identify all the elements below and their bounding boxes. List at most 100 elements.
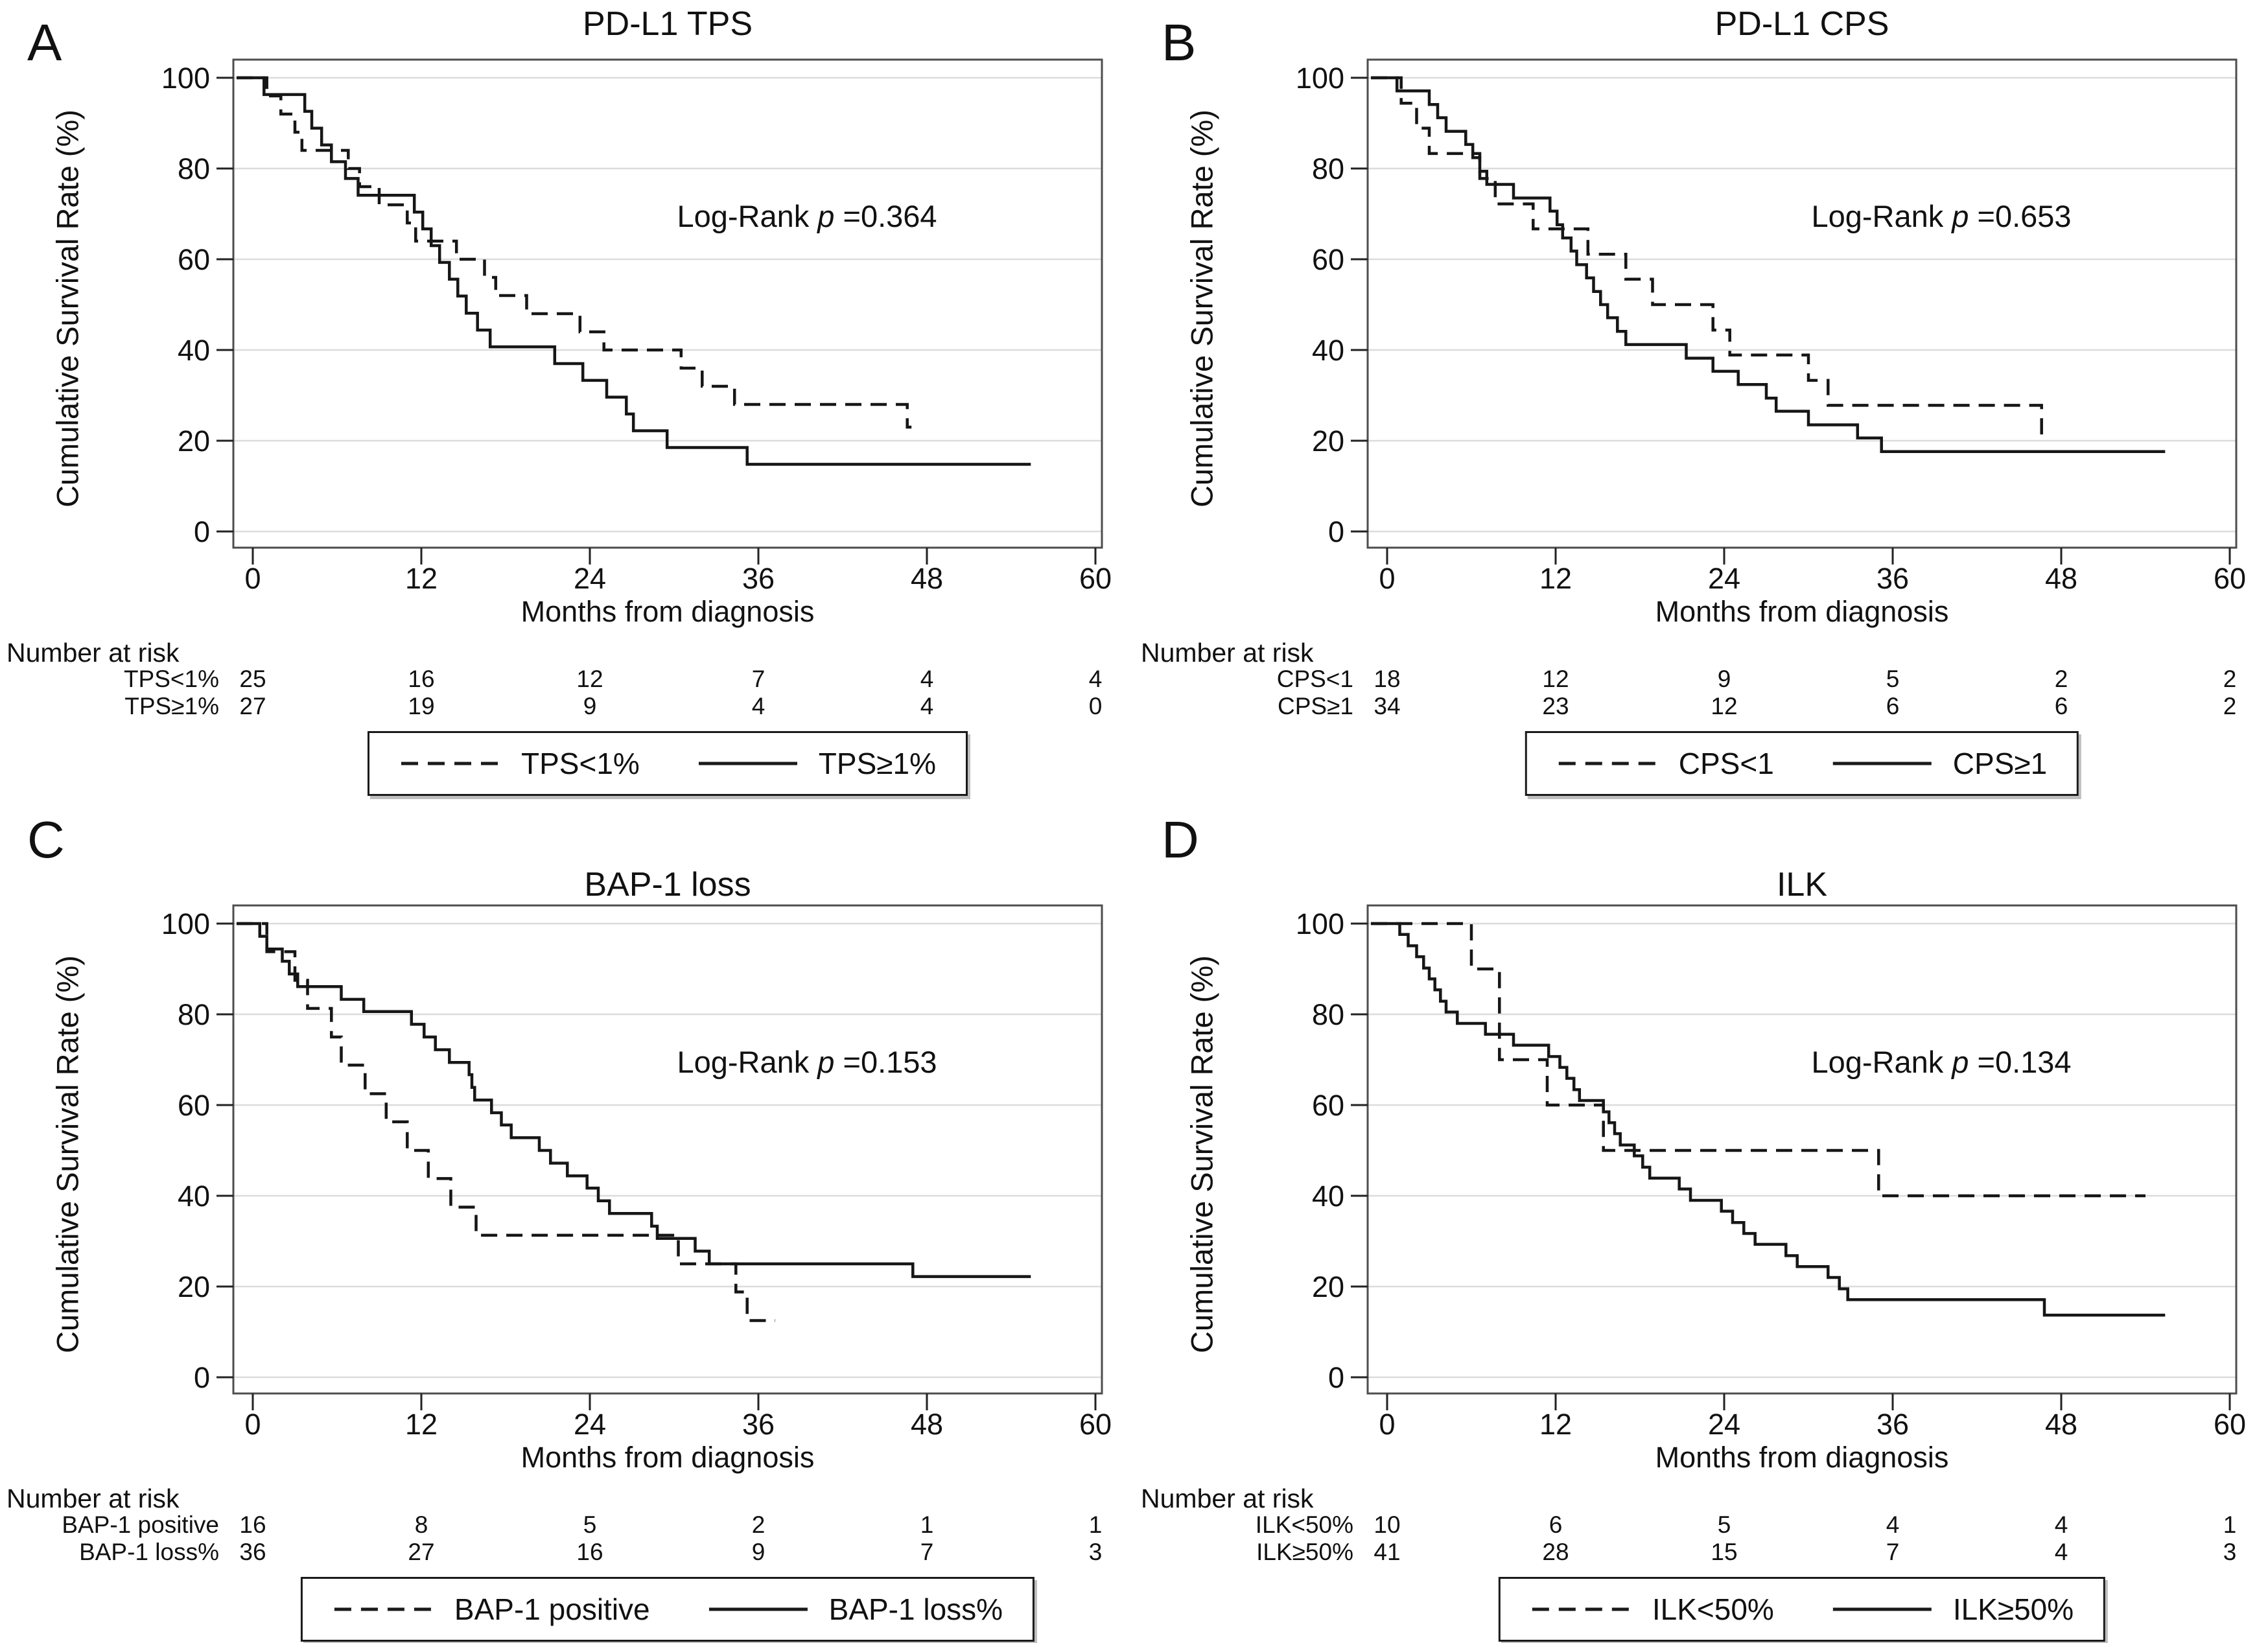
y-tick-label: 0 — [1328, 1361, 1344, 1394]
x-tick-label: 24 — [1708, 1408, 1740, 1441]
logrank-p-symbol: p — [817, 199, 835, 233]
x-tick-label: 12 — [405, 1408, 438, 1441]
risk-count: 41 — [1374, 1539, 1400, 1565]
number-at-risk-header: Number at risk — [1141, 638, 1314, 668]
y-tick-label: 100 — [161, 907, 210, 940]
x-tick-label: 0 — [244, 1408, 261, 1441]
x-tick-label: 60 — [2214, 562, 2246, 595]
legend-label: CPS≥1 — [1952, 747, 2048, 780]
x-tick-label: 60 — [1079, 562, 1112, 595]
legend-label: BAP-1 positive — [454, 1592, 650, 1626]
risk-count: 4 — [752, 693, 766, 719]
legend-label: TPS≥1% — [818, 747, 937, 780]
solid-line-sample — [1832, 762, 1932, 765]
x-tick-label: 48 — [911, 1408, 943, 1441]
risk-count: 19 — [408, 693, 434, 719]
y-tick-label: 20 — [178, 425, 210, 458]
y-tick-label: 40 — [1312, 1180, 1344, 1213]
x-axis-title: Months from diagnosis — [520, 1441, 815, 1474]
risk-row-label: TPS<1% — [123, 666, 219, 692]
km-curve-dashed — [1371, 76, 2046, 439]
x-tick-label: 48 — [911, 562, 943, 595]
x-tick-label: 12 — [1539, 1408, 1572, 1441]
risk-count: 27 — [408, 1539, 434, 1565]
logrank-label: Log-Rank — [677, 199, 810, 233]
risk-count: 12 — [1542, 666, 1569, 692]
risk-count: 3 — [2223, 1539, 2237, 1565]
risk-count: 28 — [1542, 1539, 1569, 1565]
risk-row-label: TPS≥1% — [124, 693, 219, 719]
x-tick-label: 36 — [1876, 562, 1909, 595]
risk-count: 0 — [1089, 693, 1103, 719]
panel-c: 0 20 40 60 80 100 0 12 24 36 48 60 16 8 5 2 1 1 36 27 16 9 7 3 … — [0, 814, 1134, 1643]
logrank-annotation: Log-Rank p =0.364 — [677, 198, 937, 234]
risk-count: 12 — [1711, 693, 1737, 719]
legend: CPS<1 CPS≥1 — [1525, 731, 2079, 796]
y-tick-label: 20 — [1312, 425, 1344, 458]
km-curve-dashed — [237, 922, 775, 1322]
solid-line-sample — [1832, 1607, 1932, 1611]
panel-a: 0 20 40 60 80 100 0 12 24 36 48 60 25 16 12 7 4 4 27 19 9 4 4 0… — [0, 0, 1134, 830]
y-axis-title: Cumulative Survival Rate (%) — [50, 955, 85, 1353]
logrank-annotation: Log-Rank p =0.653 — [1811, 198, 2071, 234]
risk-count: 25 — [239, 666, 266, 692]
legend: ILK<50% ILK≥50% — [1498, 1577, 2106, 1642]
legend-label: CPS<1 — [1678, 747, 1774, 780]
y-tick-label: 80 — [1312, 998, 1344, 1031]
risk-row-label: BAP-1 positive — [62, 1511, 219, 1538]
logrank-label: Log-Rank — [1811, 1045, 1944, 1079]
risk-row-label: CPS≥1 — [1278, 693, 1353, 719]
y-axis-title: Cumulative Survival Rate (%) — [1184, 110, 1219, 507]
panel-letter: C — [27, 811, 65, 868]
logrank-p-symbol: p — [817, 1045, 835, 1079]
number-at-risk-header: Number at risk — [1141, 1484, 1314, 1513]
risk-count: 2 — [2223, 693, 2237, 719]
y-tick-label: 0 — [194, 515, 210, 548]
logrank-value: =0.153 — [843, 1045, 937, 1079]
y-tick-label: 0 — [1328, 515, 1344, 548]
legend-label: ILK≥50% — [1952, 1592, 2074, 1626]
km-curve-solid — [1371, 76, 2166, 454]
y-tick-label: 100 — [1296, 907, 1344, 940]
solid-line-sample — [708, 1607, 808, 1611]
x-tick-label: 0 — [244, 562, 261, 595]
risk-count: 6 — [1549, 1511, 1563, 1538]
km-curve-dashed — [1371, 922, 2145, 1198]
x-axis-title: Months from diagnosis — [1655, 1441, 1949, 1474]
x-axis-title: Months from diagnosis — [520, 595, 815, 628]
risk-count: 1 — [920, 1511, 934, 1538]
dashed-line-sample — [334, 1607, 433, 1611]
x-tick-label: 36 — [742, 562, 775, 595]
plot-frame — [1366, 58, 2238, 549]
risk-count: 2 — [752, 1511, 766, 1538]
risk-row-label: BAP-1 loss% — [79, 1539, 219, 1565]
risk-count: 6 — [2055, 693, 2068, 719]
legend: BAP-1 positive BAP-1 loss% — [300, 1577, 1035, 1642]
y-tick-label: 20 — [1312, 1270, 1344, 1303]
y-tick-label: 80 — [178, 152, 210, 185]
risk-count: 8 — [415, 1511, 428, 1538]
legend-label: TPS<1% — [520, 747, 640, 780]
risk-count: 2 — [2223, 666, 2237, 692]
x-tick-label: 24 — [1708, 562, 1740, 595]
panel-letter: D — [1162, 811, 1199, 868]
chart-title: BAP-1 loss — [584, 866, 751, 903]
y-tick-label: 80 — [1312, 152, 1344, 185]
risk-count: 6 — [1886, 693, 1900, 719]
risk-count: 1 — [2223, 1511, 2237, 1538]
y-tick-label: 20 — [178, 1270, 210, 1303]
risk-count: 7 — [1886, 1539, 1900, 1565]
risk-count: 16 — [576, 1539, 603, 1565]
risk-row-label: CPS<1 — [1276, 666, 1353, 692]
x-tick-label: 24 — [574, 1408, 606, 1441]
risk-count: 16 — [239, 1511, 266, 1538]
y-tick-label: 40 — [1312, 334, 1344, 367]
panel-letter: B — [1162, 14, 1197, 71]
x-tick-label: 48 — [2045, 1408, 2077, 1441]
risk-count: 4 — [2055, 1539, 2068, 1565]
risk-count: 4 — [2055, 1511, 2068, 1538]
risk-count: 7 — [920, 1539, 934, 1565]
km-curve-solid — [1371, 922, 2166, 1317]
y-tick-label: 100 — [161, 62, 210, 95]
